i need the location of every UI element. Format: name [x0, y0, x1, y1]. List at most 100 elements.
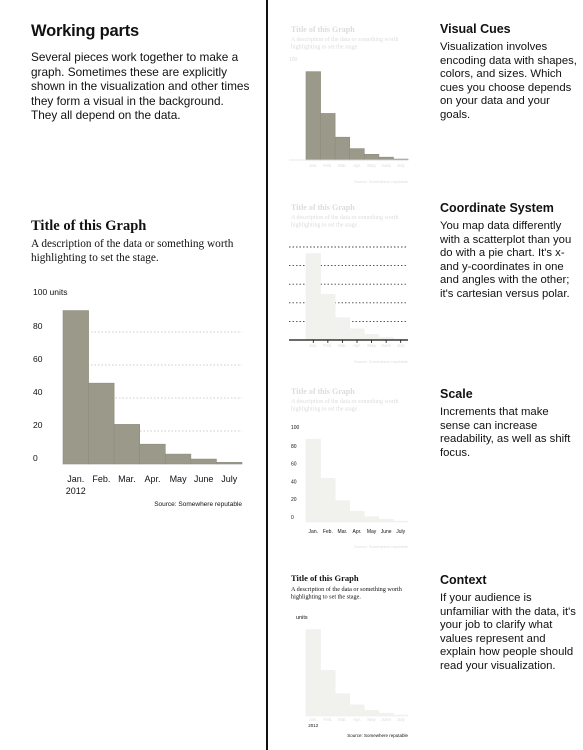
main-chart-bar [113, 424, 141, 465]
context-chart-bar [378, 712, 394, 717]
main-graph-title: Title of this Graph [31, 218, 147, 234]
context-chart-bar [334, 693, 351, 717]
context-chart-x-tick-label: June [381, 717, 391, 722]
visual-cues-chart-x-tick-label: Feb. [323, 163, 332, 168]
coordinate-system-chart-x-tick-label: Feb. [323, 343, 332, 348]
scale-chart-x-tick-label: May [367, 529, 377, 535]
scale-chart-bar [363, 516, 380, 523]
visual-cues-chart-bar [305, 71, 321, 161]
main-chart-y-tick-label: 60 [33, 354, 43, 364]
section-heading-visual-cues: Visual Cues [440, 22, 511, 36]
coordinate-system-chart-x-tick-label: Mar. [338, 343, 347, 348]
main-chart-bar [190, 458, 217, 465]
visual-cues-chart-x-tick-label: July [397, 163, 406, 168]
coordinate-system-chart-x-tick-label: July [397, 343, 406, 348]
coordinate-system-chart-bar [320, 294, 336, 341]
main-chart-year-label: 2012 [66, 486, 86, 496]
main-chart-x-tick-label: Mar. [118, 474, 136, 484]
coordinate-system-chart-x-tick-label: June [381, 343, 391, 348]
visual-cues-chart-x-tick-label: Mar. [338, 163, 347, 168]
context-chart-bar [363, 710, 380, 717]
scale-chart-description: A description of the data or something w… [291, 398, 398, 412]
visual-cues-chart-title: Title of this Graph [291, 25, 355, 34]
scale-chart-x-tick-label: Feb. [323, 529, 333, 535]
context-chart-bar [320, 670, 336, 717]
section-body-visual-cues: Visualization involves encoding data wit… [440, 41, 577, 121]
main-chart-bar [62, 310, 89, 465]
main-chart-x-tick-label: Feb. [92, 474, 110, 484]
visual-cues-chart-x-tick-label: May [367, 163, 376, 168]
main-chart-bar [164, 453, 192, 465]
visual-cues-chart-x-tick-label: Jan. [309, 163, 318, 168]
context-chart-x-tick-label: May [367, 717, 376, 722]
coordinate-system-chart-bar [363, 334, 380, 341]
scale-chart-x-tick-label: June [381, 529, 392, 535]
coordinate-system-chart-bar [334, 317, 351, 341]
coordinate-system-chart-title: Title of this Graph [291, 203, 355, 212]
intro-title: Working parts [31, 22, 140, 40]
main-graph-description: A description of the data or something w… [31, 238, 234, 264]
visual-cues-chart-x-tick-label: Apr. [353, 163, 361, 168]
scale-chart-y-tick-label: 0 [291, 515, 294, 521]
scale-chart-bar [334, 500, 351, 523]
section-body-context: If your audience is unfamiliar with the … [440, 592, 576, 672]
visual-cues-chart-unit-label: 100 [289, 57, 298, 63]
main-chart-bar [139, 443, 166, 465]
scale-chart-bar [349, 511, 365, 523]
context-chart-unit-label: units [296, 615, 308, 621]
scale-chart-y-tick-label: 40 [291, 479, 297, 485]
intro-body: Several pieces work together to make a g… [31, 50, 250, 123]
scale-chart-bar [305, 438, 321, 523]
main-chart-y-tick-label: 100 units [33, 287, 68, 297]
context-chart-description: A description of the data or something w… [291, 586, 403, 601]
main-chart-source: Source: Somewhere reputable [154, 501, 242, 508]
section-heading-context: Context [440, 573, 487, 587]
scale-chart-y-tick-label: 20 [291, 497, 297, 503]
main-chart-y-tick-label: 0 [33, 453, 38, 463]
main-chart-y-tick-label: 80 [33, 321, 43, 331]
scale-chart-x-tick-label: Jan. [309, 529, 318, 535]
coordinate-system-chart-description: A description of the data or something w… [291, 214, 398, 228]
visual-cues-chart-x-tick-label: June [381, 163, 391, 168]
context-chart-bar [393, 714, 409, 717]
section-heading-scale: Scale [440, 387, 473, 401]
section-body-scale: Increments that make sense can increase … [440, 406, 571, 459]
context-chart-bar [305, 629, 321, 717]
main-chart-x-tick-label: May [170, 474, 188, 484]
coordinate-system-chart-source: Source: Somewhere reputable [354, 359, 409, 364]
visual-cues-chart-bar [334, 136, 351, 161]
section-heading-coordinate-system: Coordinate System [440, 201, 554, 215]
coordinate-system-chart-x-tick-label: May [367, 343, 376, 348]
visual-cues-chart-bar [363, 154, 380, 161]
scale-chart-bar [393, 520, 409, 523]
context-chart-x-tick-label: Mar. [338, 717, 347, 722]
context-chart-bar [349, 704, 365, 717]
context-chart-source: Source: Somewhere reputable [347, 733, 408, 738]
scale-chart-bar [378, 519, 394, 523]
main-chart-x-tick-label: Jan. [67, 474, 84, 484]
main-chart-bar [88, 382, 115, 465]
visual-cues-chart-description: A description of the data or something w… [291, 36, 398, 50]
visual-cues-chart-bar [320, 113, 336, 161]
coordinate-system-chart-x-tick-label: Apr. [353, 343, 361, 348]
visual-cues-chart-source: Source: Somewhere reputable [354, 179, 409, 184]
context-chart-year-label: 2012 [308, 723, 319, 728]
context-chart-x-tick-label: Jan. [309, 717, 318, 722]
main-chart-bar [216, 462, 243, 465]
scale-chart-y-tick-label: 80 [291, 444, 297, 450]
scale-chart-y-tick-label: 60 [291, 462, 297, 468]
section-body-coordinate-system: You map data differently with a scatterp… [440, 220, 572, 300]
scale-chart-x-tick-label: July [396, 529, 405, 535]
main-chart-x-tick-label: June [194, 474, 214, 484]
scale-chart-title: Title of this Graph [291, 387, 355, 396]
visual-cues-chart-bar [349, 148, 365, 161]
context-chart-x-tick-label: Apr. [353, 717, 361, 722]
coordinate-system-chart-bar [349, 328, 365, 341]
main-chart-y-tick-label: 20 [33, 420, 43, 430]
main-chart-y-tick-label: 40 [33, 387, 43, 397]
main-chart-x-tick-label: July [221, 474, 238, 484]
main-chart-x-tick-label: Apr. [144, 474, 160, 484]
scale-chart-source: Source: Somewhere reputable [354, 544, 409, 549]
context-chart-x-tick-label: July [397, 717, 406, 722]
